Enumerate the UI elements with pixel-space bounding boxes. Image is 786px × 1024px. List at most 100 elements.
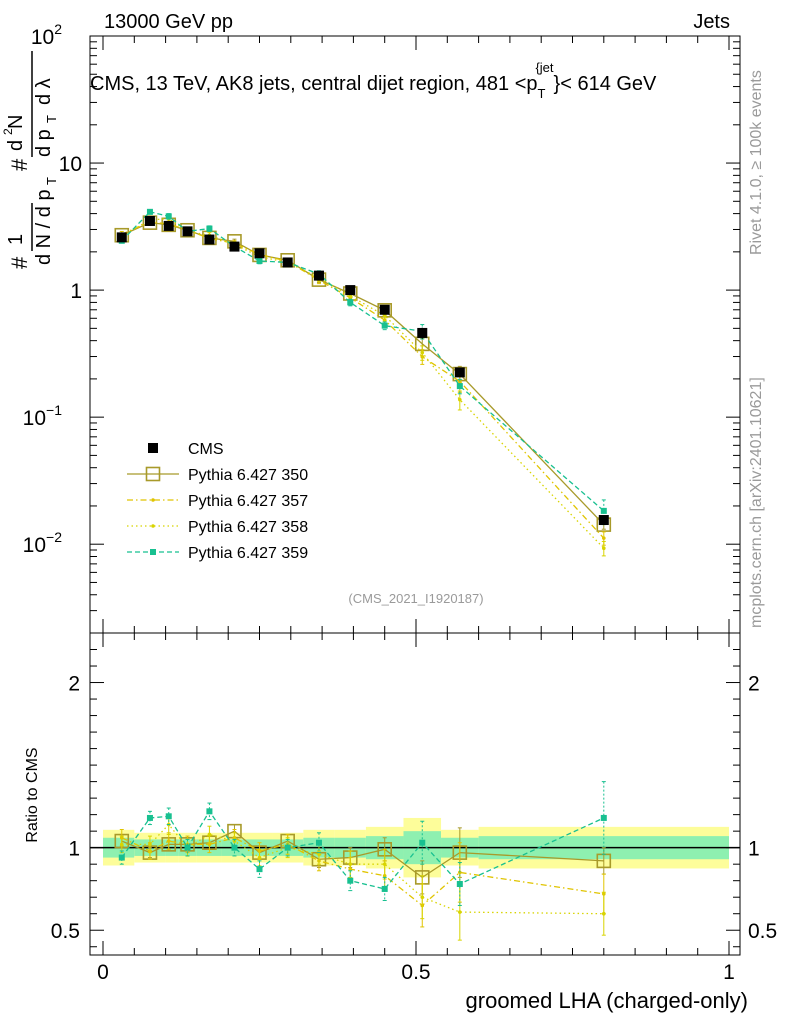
ratio-tick-label-right: 2 <box>748 673 760 696</box>
data-point <box>345 285 356 296</box>
y-tick-label: 10 <box>59 153 82 176</box>
legend-label: Pythia 6.427 357 <box>188 493 308 510</box>
series-line <box>121 211 605 512</box>
data-point <box>458 379 462 384</box>
data-point <box>184 844 191 851</box>
data-point <box>420 895 425 900</box>
data-point <box>207 842 212 847</box>
legend-entry: Pythia 6.427 357 <box>127 493 308 510</box>
ratio-tick-label: 0.5 <box>51 920 80 943</box>
data-point <box>256 257 263 264</box>
data-point <box>182 226 193 237</box>
data-point <box>284 844 291 851</box>
data-point <box>256 866 263 873</box>
data-point <box>456 383 463 390</box>
y-tick-base: 10 <box>59 153 82 176</box>
ratio-tick-label: 2 <box>68 673 80 696</box>
legend-marker <box>150 549 156 555</box>
svg-text:d p: d p <box>33 129 55 157</box>
data-point <box>379 304 390 315</box>
series-line <box>121 218 605 549</box>
data-point <box>207 832 212 837</box>
y-tick-exp: 2 <box>54 21 62 37</box>
y-tick-base: 10 <box>23 407 46 430</box>
data-point <box>118 854 125 861</box>
data-point <box>146 208 153 215</box>
data-point <box>231 844 238 851</box>
legend-marker <box>145 466 161 482</box>
data-point <box>602 536 606 540</box>
legend-entry: CMS <box>148 441 224 458</box>
x-axis-label: groomed LHA (charged-only) <box>466 988 748 1013</box>
series-line <box>121 837 604 907</box>
y-tick-label: 10−1 <box>23 402 63 430</box>
chart-title-sub: T <box>538 86 546 101</box>
header-right: Jets <box>693 11 730 33</box>
legend-entry: Pythia 6.427 359 <box>127 545 308 562</box>
ratio-axis-ticks: 0.5 0.5 1 1 2 2 <box>51 633 777 955</box>
data-point <box>144 215 155 226</box>
header-left: 13000 GeV pp <box>104 11 233 33</box>
main-series <box>114 208 612 557</box>
data-point <box>381 322 388 329</box>
svg-text:d N / d p: d N / d p <box>33 189 55 265</box>
y-tick-label: 1 <box>70 280 82 303</box>
series-p359-ratio <box>118 781 607 906</box>
svg-text:#: # <box>7 158 32 171</box>
data-point <box>600 507 607 514</box>
data-point <box>348 862 353 866</box>
data-point <box>454 367 465 378</box>
ratio-plot: 0.5 0.5 1 1 2 2 <box>51 632 777 956</box>
x-tick-label: 0.5 <box>401 961 430 984</box>
data-point <box>602 911 606 916</box>
data-point <box>347 299 354 306</box>
ratio-tick-label: 1 <box>68 838 80 861</box>
data-point <box>166 839 171 843</box>
legend-label: Pythia 6.427 350 <box>188 467 308 484</box>
ratio-axis-label: Ratio to CMS <box>24 747 41 842</box>
x-tick-label: 0 <box>97 961 109 984</box>
ratio-series <box>114 781 612 941</box>
y-tick-base: 1 <box>70 280 82 303</box>
data-point <box>458 910 462 914</box>
legend-label: CMS <box>188 441 224 458</box>
chart-title-suffix: }< 614 GeV <box>554 73 658 95</box>
y-tick-label: 102 <box>31 21 62 49</box>
x-tick-labels: 0 0.5 1 <box>97 961 735 984</box>
svg-text:d λ: d λ <box>33 78 55 105</box>
data-point <box>600 814 607 821</box>
mcplots-label: mcplots.cern.ch [arXiv:2401.10621] <box>748 377 765 628</box>
data-point <box>456 880 463 887</box>
data-point <box>148 842 152 847</box>
y-axis-label: # 1 d N / d p T # d 2 N d p T d λ <box>1 51 59 269</box>
legend-label: Pythia 6.427 358 <box>188 519 308 536</box>
data-point <box>163 220 174 231</box>
legend: CMS Pythia 6.427 350 Pythia 6.427 357 Pythi… <box>127 441 308 562</box>
svg-text:N: N <box>5 115 27 129</box>
data-point <box>420 350 425 355</box>
series-cms <box>116 215 609 526</box>
data-point <box>417 327 428 338</box>
legend-marker <box>151 524 155 528</box>
y-tick-exp: −1 <box>46 402 62 418</box>
svg-text:T: T <box>44 177 59 185</box>
data-point <box>347 877 354 884</box>
data-point <box>458 397 462 402</box>
legend-label: Pythia 6.427 359 <box>188 545 308 562</box>
data-point <box>598 515 609 526</box>
data-point <box>282 257 293 268</box>
data-point <box>119 842 124 847</box>
legend-marker <box>148 443 158 453</box>
ratio-frame <box>89 632 741 956</box>
legend-marker <box>151 498 155 502</box>
series-line <box>121 810 605 890</box>
data-point <box>165 813 172 820</box>
ratio-tick-label-right: 1 <box>748 838 760 861</box>
y-tick-base: 10 <box>23 534 46 557</box>
svg-text:d: d <box>5 140 27 151</box>
chart-title-sup: {jet <box>535 60 553 75</box>
data-point <box>146 814 153 821</box>
chart-title: CMS, 13 TeV, AK8 jets, central dijet reg… <box>90 60 657 101</box>
